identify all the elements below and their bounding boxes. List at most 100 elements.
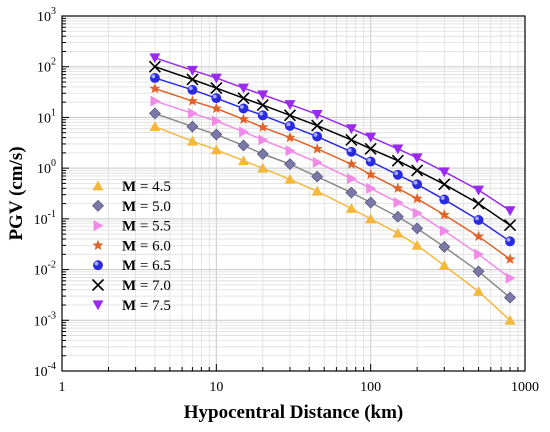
marker-highlight [506, 237, 511, 242]
y-tick-label: 103 [37, 6, 56, 25]
data-point [391, 154, 404, 167]
x-tick-label: 1 [59, 380, 66, 395]
data-point [238, 113, 249, 124]
legend-label-magnitude: M [122, 199, 136, 215]
marker-highlight [151, 74, 156, 79]
data-point [346, 173, 357, 185]
marker-stroke [210, 81, 223, 95]
data-point [239, 126, 250, 138]
data-point [211, 115, 222, 127]
data-point [346, 146, 357, 157]
data-point [186, 73, 199, 86]
marker-stroke [472, 197, 485, 210]
y-tick-label: 10-1 [34, 209, 56, 228]
marker-stroke [503, 219, 517, 232]
legend-label: M = 5.5 [122, 219, 171, 235]
marker-stroke [91, 278, 105, 292]
y-tick-exponent: -2 [48, 260, 56, 271]
legend-label-value: = 6.0 [136, 238, 171, 254]
data-point [148, 107, 161, 120]
data-point [392, 169, 403, 180]
y-tick-exponent: 0 [51, 158, 56, 169]
marker-stroke [148, 60, 161, 73]
y-tick-base: 10 [34, 314, 48, 329]
marker-highlight [286, 122, 291, 127]
legend-marker [93, 220, 104, 232]
data-point [504, 314, 516, 325]
data-point [365, 213, 377, 224]
marker-highlight [212, 94, 217, 99]
marker-highlight [394, 171, 399, 176]
data-point [474, 248, 485, 260]
y-tick-label: 100 [37, 158, 56, 177]
y-tick-label: 10-3 [34, 310, 56, 329]
data-point [412, 179, 423, 190]
marker-fill [211, 93, 222, 104]
legend-marker [92, 300, 104, 311]
marker-fill [473, 215, 484, 225]
data-point [210, 144, 222, 155]
y-tick-base: 10 [34, 264, 48, 279]
series-line-1 [154, 112, 511, 299]
marker-highlight [413, 180, 418, 185]
data-point [392, 182, 404, 193]
data-point [186, 135, 198, 146]
marker-stroke [256, 99, 269, 112]
marker-fill [93, 260, 103, 271]
marker-stroke [237, 92, 250, 105]
marker-fill [346, 146, 357, 157]
legend-label-value: = 7.0 [136, 278, 171, 294]
data-point [364, 196, 377, 209]
y-tick-exponent: 3 [51, 6, 56, 17]
data-point [411, 222, 424, 235]
data-point [345, 133, 358, 146]
x-tick-label: 10 [209, 380, 223, 395]
data-point [285, 145, 296, 157]
y-tick-label: 10-2 [34, 260, 56, 279]
series-line-3 [154, 87, 511, 260]
marker-fill [312, 131, 323, 142]
marker-fill [238, 103, 249, 114]
data-point [392, 144, 404, 155]
marker-highlight [347, 148, 352, 153]
y-tick-base: 10 [37, 10, 51, 25]
legend-marker [91, 278, 105, 292]
marker-stroke [345, 133, 358, 146]
legend-label-magnitude: M [122, 179, 136, 195]
marker-highlight [239, 104, 244, 109]
marker-stroke [364, 142, 377, 155]
data-point [472, 197, 485, 210]
y-tick-exponent: 2 [51, 57, 56, 68]
marker-fill [392, 169, 403, 180]
data-point [364, 142, 377, 155]
y-tick-exponent: -1 [48, 209, 56, 220]
marker-fill [505, 236, 515, 247]
data-point [345, 158, 357, 169]
marker-fill [439, 194, 450, 205]
data-point [411, 192, 423, 204]
y-tick-label: 101 [37, 107, 56, 126]
data-point [210, 128, 223, 141]
data-point [257, 162, 269, 173]
data-point [284, 173, 296, 184]
data-point [237, 139, 250, 152]
marker-highlight [94, 261, 99, 266]
data-point [473, 230, 485, 242]
data-point [238, 155, 250, 166]
data-point [503, 219, 517, 232]
data-point [438, 167, 450, 178]
legend-label: M = 6.0 [122, 238, 171, 254]
marker-highlight [475, 216, 479, 221]
y-tick-exponent: -4 [48, 361, 56, 372]
data-point [256, 148, 269, 160]
data-point [210, 81, 223, 95]
marker-fill [412, 179, 423, 190]
data-point [311, 170, 324, 183]
data-point [438, 178, 451, 191]
data-point [438, 260, 450, 270]
data-point [187, 84, 198, 95]
data-point [149, 53, 161, 64]
marker-fill [149, 73, 160, 83]
data-point [345, 124, 357, 135]
data-point [257, 110, 268, 121]
